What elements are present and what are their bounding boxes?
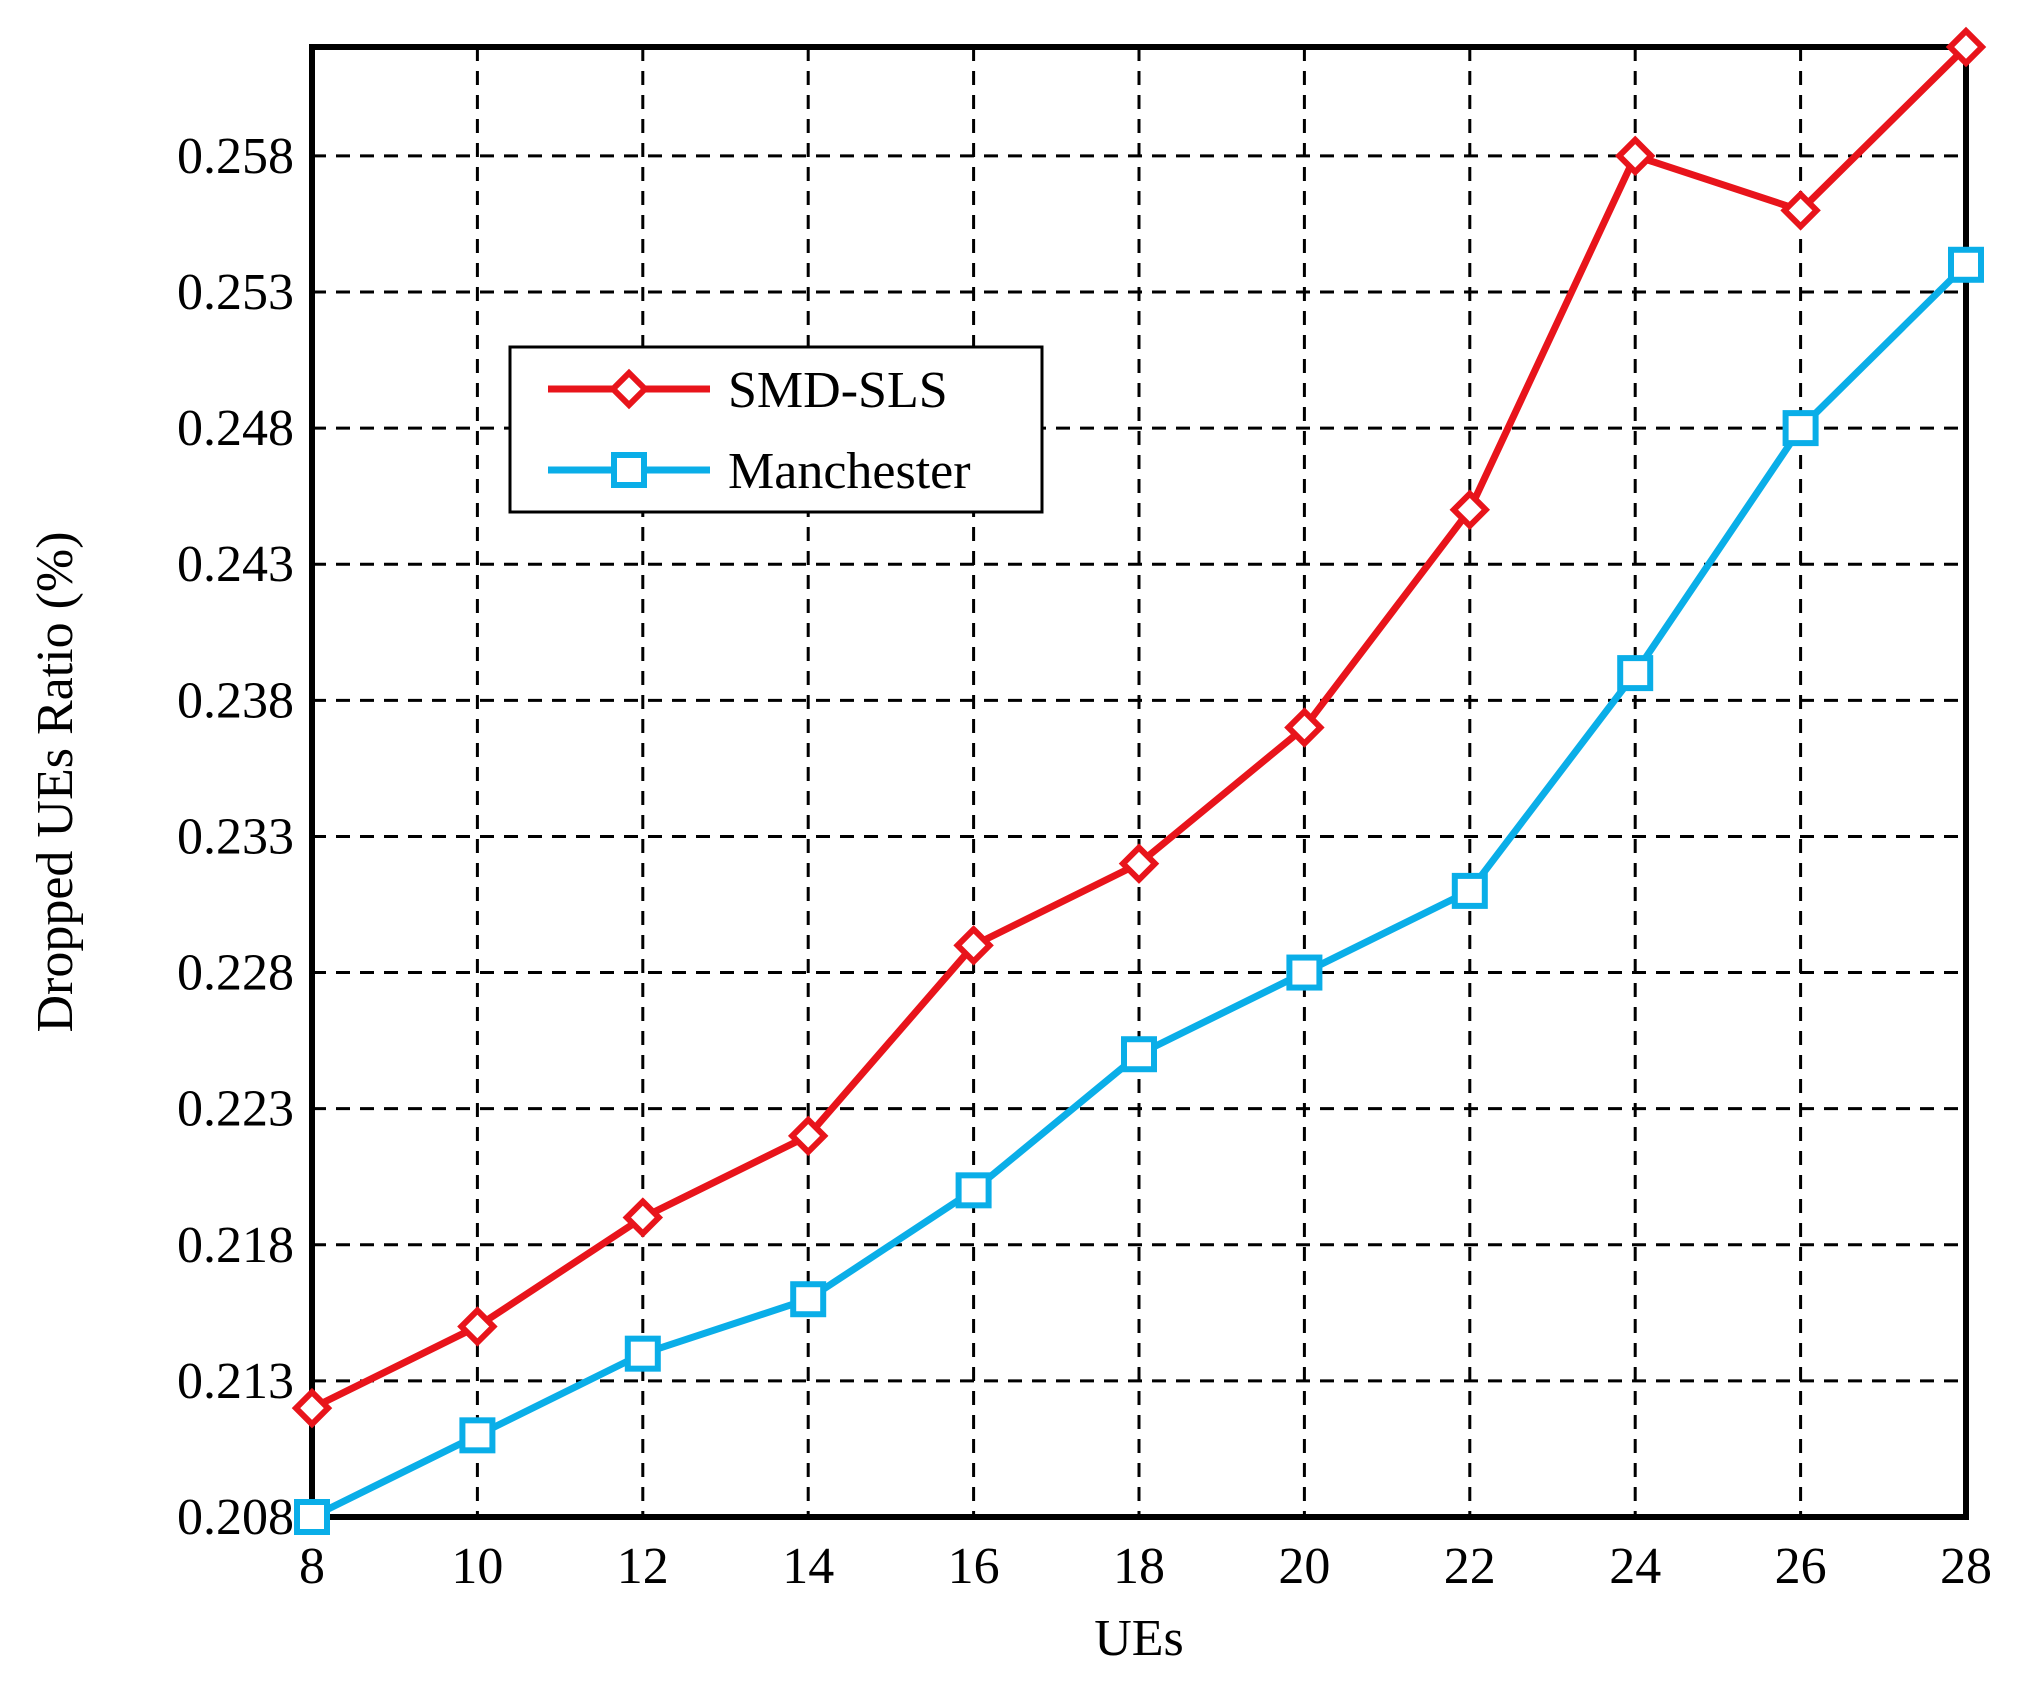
- series: [291, 26, 1987, 1535]
- data-point-diamond: [1284, 707, 1325, 748]
- x-axis-title: UEs: [1094, 1610, 1184, 1667]
- data-point-square: [459, 1417, 496, 1454]
- legend-entry-manchester: Manchester: [548, 443, 971, 500]
- y-tick-label: 0.213: [177, 1353, 294, 1410]
- data-point-square: [1948, 246, 1984, 283]
- data-point-diamond: [1449, 489, 1491, 531]
- y-axis-ticks: 0.208 0.213 0.218 0.223 0.228 0.233 0.238 0.243…: [177, 128, 294, 1546]
- legend-box: [508, 345, 1044, 514]
- data-point-square: [1451, 872, 1488, 909]
- legend-entry-smd-sls: SMD-SLS: [548, 362, 948, 419]
- data-point-square: [1121, 1036, 1157, 1073]
- x-tick-label: 8: [299, 1538, 325, 1595]
- data-point-square: [1286, 954, 1323, 991]
- x-tick-label: 16: [948, 1538, 1000, 1595]
- legend-label-manchester: Manchester: [728, 443, 971, 500]
- data-point-diamond: [622, 1197, 664, 1238]
- y-tick-label: 0.248: [177, 400, 294, 457]
- x-tick-label: 18: [1113, 1538, 1165, 1595]
- data-point-square: [1617, 655, 1654, 692]
- legend: SMD-SLS Manchester: [508, 345, 1044, 514]
- data-point-square: [1782, 410, 1819, 447]
- y-tick-label: 0.218: [177, 1217, 294, 1274]
- x-tick-label: 22: [1444, 1538, 1496, 1595]
- legend-label-smd-sls: SMD-SLS: [728, 362, 948, 419]
- data-point-square: [624, 1335, 661, 1372]
- plot-frame: [309, 44, 1969, 1520]
- x-tick-label: 24: [1609, 1538, 1661, 1595]
- x-tick-label: 26: [1775, 1538, 1827, 1595]
- y-tick-label: 0.238: [177, 672, 294, 729]
- y-tick-label: 0.223: [177, 1081, 294, 1138]
- y-tick-label: 0.253: [177, 264, 294, 321]
- y-axis-title: Dropped UEs Ratio (%): [27, 531, 84, 1032]
- x-tick-label: 28: [1940, 1538, 1992, 1595]
- x-tick-label: 12: [617, 1538, 669, 1595]
- data-point-diamond: [787, 1115, 829, 1157]
- data-point-diamond: [953, 925, 994, 966]
- x-tick-label: 10: [451, 1538, 503, 1595]
- y-tick-label: 0.208: [177, 1489, 294, 1546]
- series-manchester: [294, 246, 1984, 1535]
- y-tick-label: 0.228: [177, 945, 294, 1002]
- data-point-square: [294, 1499, 330, 1535]
- y-tick-label: 0.258: [177, 128, 294, 185]
- data-point-square: [955, 1172, 992, 1209]
- legend-square-marker: [611, 452, 647, 488]
- data-point-diamond: [457, 1306, 498, 1347]
- data-point-diamond: [1945, 26, 1987, 68]
- grid: [312, 47, 1966, 1517]
- x-tick-label: 20: [1278, 1538, 1330, 1595]
- legend-diamond-marker: [608, 368, 650, 410]
- data-point-square: [790, 1281, 827, 1318]
- data-point-diamond: [1614, 135, 1656, 177]
- x-tick-label: 14: [782, 1538, 834, 1595]
- x-axis-ticks: 8 10 12 14 16 18 20 22 24 26 28: [299, 1538, 1992, 1595]
- data-point-diamond: [1118, 843, 1160, 884]
- data-point-diamond: [1780, 190, 1821, 231]
- data-point-diamond: [291, 1387, 333, 1429]
- series-smd-sls: [291, 26, 1987, 1429]
- y-tick-label: 0.243: [177, 536, 294, 593]
- y-tick-label: 0.233: [177, 808, 294, 865]
